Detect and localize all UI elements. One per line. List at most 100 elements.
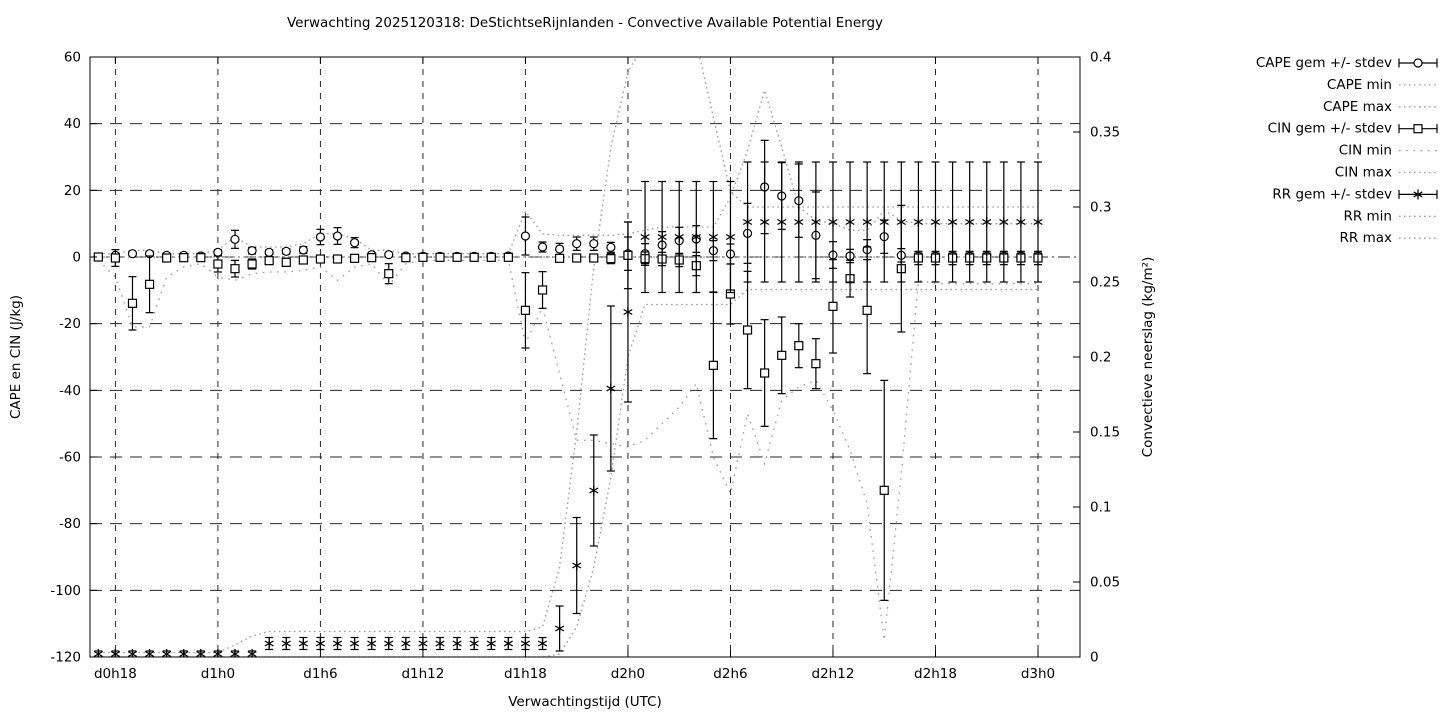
x-tick-label: d1h18 (504, 666, 547, 682)
circle-marker (127, 249, 138, 259)
legend-label: RR min (1343, 208, 1392, 224)
asterisk-marker (298, 638, 308, 649)
x-tick-label: d3h0 (1021, 666, 1055, 682)
square-marker (435, 252, 445, 262)
asterisk-marker (845, 217, 855, 227)
legend-label: CIN max (1335, 165, 1392, 181)
grid (90, 57, 1080, 657)
envelopes (97, 57, 1038, 657)
square-marker (264, 256, 274, 266)
asterisk-marker (965, 217, 975, 227)
asterisk-marker (503, 638, 513, 649)
square-marker (247, 259, 257, 269)
left-tick-label: -100 (50, 583, 81, 599)
x-tick-label: d2h0 (611, 666, 645, 682)
cin-series (93, 204, 1043, 601)
square-marker (196, 253, 206, 263)
square-marker (503, 252, 513, 262)
square-marker (401, 253, 411, 263)
left-tick-label: 20 (64, 183, 81, 199)
legend-label: CIN min (1339, 143, 1392, 159)
legend-entry-cin-gem-stdev: CIN gem +/- stdev (1268, 121, 1438, 137)
legend-label: CAPE gem +/- stdev (1256, 55, 1392, 71)
circle-marker (298, 245, 308, 255)
asterisk-marker (913, 217, 924, 227)
square-marker (452, 252, 462, 262)
right-tick-label: 0 (1090, 650, 1099, 666)
asterisk-marker (1016, 217, 1026, 227)
legend-label: RR gem +/- stdev (1272, 186, 1392, 202)
square-marker (828, 301, 838, 311)
legend-entry-cin-min: CIN min (1339, 143, 1437, 159)
asterisk-marker (179, 649, 189, 657)
asterisk-marker (230, 649, 240, 657)
left-tick-label: 40 (64, 116, 81, 132)
legend-label: CAPE max (1323, 99, 1392, 115)
left-tick-label: -80 (59, 516, 81, 532)
asterisk-marker (93, 649, 103, 657)
legend-entry-cape-min: CAPE min (1327, 77, 1437, 93)
circle-marker (247, 246, 257, 256)
legend-label: CAPE min (1327, 77, 1392, 93)
square-marker (555, 253, 565, 263)
asterisk-marker (930, 217, 941, 227)
asterisk-marker (828, 217, 838, 227)
asterisk-marker (725, 232, 736, 242)
right-tick-label: 0.1 (1090, 500, 1111, 516)
square-marker (332, 254, 343, 264)
legend-entry-rr-gem-stdev: RR gem +/- stdev (1272, 186, 1438, 202)
square-marker (315, 254, 326, 264)
asterisk-marker (777, 217, 787, 227)
cape-max-line (98, 87, 1038, 255)
square-marker (777, 350, 787, 360)
asterisk-marker (401, 638, 411, 649)
x-tick-label: d1h12 (401, 666, 444, 682)
asterisk-marker (589, 485, 599, 496)
square-marker (708, 360, 718, 370)
asterisk-marker (760, 217, 770, 227)
asterisk-marker (367, 638, 377, 649)
asterisk-marker (879, 217, 889, 227)
tick-labels: 60 40 20 0 -20 -40 -60 -80 -100 -120 0.4 0.35 0.3 0.2… (50, 50, 1120, 683)
square-marker (606, 254, 616, 264)
asterisk-marker (657, 232, 667, 242)
circle-marker (520, 231, 531, 241)
asterisk-marker (281, 638, 291, 649)
circle-marker (264, 247, 274, 257)
asterisk-marker (162, 649, 172, 657)
asterisk-marker (469, 638, 479, 649)
legend-entry-rr-min: RR min (1343, 208, 1437, 224)
asterisk-marker (264, 638, 274, 649)
circle-marker (332, 231, 343, 241)
circle-marker (349, 238, 360, 248)
asterisk-marker (520, 638, 531, 649)
square-marker (520, 305, 531, 315)
square-marker (230, 264, 240, 274)
right-tick-label: 0.05 (1090, 575, 1120, 591)
chart-title: Verwachting 2025120318: DeStichtseRijnla… (286, 15, 884, 31)
square-marker (110, 253, 121, 263)
legend-entry-cape-gem-stdev: CAPE gem +/- stdev (1256, 55, 1438, 71)
asterisk-marker (742, 217, 753, 227)
left-tick-label: -120 (50, 650, 81, 666)
legend-entry-cape-max: CAPE max (1323, 99, 1437, 115)
asterisk-marker (674, 232, 684, 242)
x-tick-label: d2h18 (914, 666, 957, 682)
rr-series (93, 161, 1043, 657)
circle-marker (572, 239, 582, 249)
asterisk-marker (247, 649, 257, 657)
circle-marker (537, 242, 548, 252)
square-marker (486, 252, 496, 262)
asterisk-marker (999, 217, 1009, 227)
circle-marker (281, 246, 291, 256)
asterisk-marker (418, 638, 428, 649)
legend-label: RR max (1340, 230, 1392, 246)
asterisk-marker (896, 217, 906, 227)
circle-marker (315, 232, 326, 242)
square-marker (384, 269, 394, 279)
square-marker (162, 253, 172, 263)
circle-marker (230, 234, 240, 244)
right-tick-label: 0.15 (1090, 425, 1120, 441)
